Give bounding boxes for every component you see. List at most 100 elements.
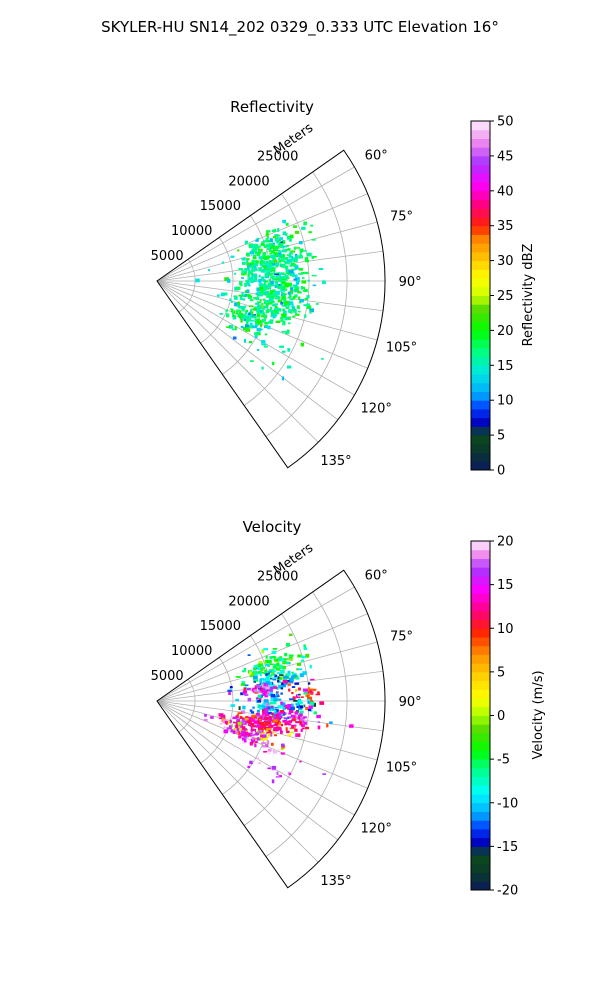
- data-point: [300, 728, 303, 732]
- data-point: [277, 299, 282, 303]
- data-point: [252, 256, 257, 260]
- data-point: [293, 278, 297, 281]
- colorbar-tick-label: 50: [497, 115, 514, 130]
- data-point: [271, 673, 276, 676]
- data-point: [277, 676, 282, 680]
- data-point: [303, 221, 307, 226]
- data-point: [277, 748, 282, 751]
- data-point: [266, 308, 269, 311]
- data-point: [287, 365, 292, 369]
- data-point: [260, 705, 265, 710]
- data-point: [257, 318, 260, 321]
- data-point: [237, 249, 240, 252]
- data-point: [275, 253, 280, 256]
- colorbar-segment: [471, 636, 490, 647]
- data-point: [270, 705, 274, 708]
- angular-gridline: [156, 700, 368, 789]
- data-point: [274, 254, 279, 258]
- colorbar-segment: [471, 584, 490, 594]
- data-point: [285, 727, 288, 731]
- colorbar-tick-label: 5: [497, 665, 505, 680]
- data-point: [233, 728, 239, 731]
- data-point: [282, 249, 287, 253]
- data-point: [235, 698, 239, 702]
- polar-frame: [156, 149, 386, 469]
- data-point: [306, 252, 312, 257]
- data-point: [233, 295, 238, 298]
- data-point: [250, 360, 254, 362]
- data-point: [282, 660, 287, 665]
- colorbar-segment: [471, 750, 490, 760]
- data-point: [261, 276, 265, 281]
- data-point: [285, 269, 290, 273]
- data-point: [305, 259, 309, 263]
- colorbar-segment: [471, 549, 490, 559]
- data-point: [296, 305, 300, 309]
- data-point: [264, 314, 267, 318]
- data-point: [279, 714, 283, 716]
- data-point: [271, 742, 274, 746]
- data-point: [273, 270, 276, 274]
- data-point: [299, 248, 303, 253]
- data-point: [295, 715, 298, 720]
- colorbar-segment: [471, 426, 490, 436]
- data-point: [280, 318, 284, 322]
- angular-gridline: [156, 700, 339, 841]
- data-point: [287, 236, 290, 240]
- data-point: [293, 699, 299, 702]
- data-point: [288, 712, 292, 715]
- data-point: [265, 273, 269, 277]
- data-point: [273, 275, 278, 278]
- data-point: [263, 245, 268, 248]
- data-point: [287, 291, 291, 295]
- data-point: [273, 734, 277, 737]
- data-point: [207, 269, 210, 272]
- data-point: [288, 270, 294, 274]
- data-point: [254, 672, 258, 676]
- data-point: [260, 677, 265, 681]
- data-point: [272, 278, 277, 281]
- data-point: [253, 720, 258, 724]
- data-point: [294, 274, 298, 277]
- data-point: [248, 720, 253, 723]
- data-point: [241, 298, 246, 301]
- data-point: [274, 674, 278, 678]
- data-point: [256, 691, 262, 694]
- data-point: [277, 244, 281, 246]
- data-point: [237, 313, 241, 316]
- data-point: [301, 226, 306, 230]
- data-point: [302, 289, 308, 292]
- data-point: [267, 708, 272, 711]
- data-point: [291, 257, 295, 260]
- data-point: [262, 253, 267, 257]
- data-point: [265, 672, 270, 677]
- data-point: [261, 665, 264, 669]
- angular-gridline: [156, 193, 368, 282]
- data-point: [262, 298, 266, 301]
- data-point: [238, 728, 242, 732]
- data-point: [293, 674, 297, 678]
- data-point: [349, 724, 354, 728]
- data-point: [290, 287, 294, 291]
- data-point: [255, 298, 258, 301]
- data-point: [235, 309, 240, 312]
- data-point: [264, 240, 269, 243]
- data-point: [258, 661, 263, 664]
- theta-tick-label: 105°: [386, 341, 417, 356]
- data-point: [275, 296, 280, 300]
- data-points: [195, 219, 326, 381]
- colorbar-segment: [471, 216, 490, 227]
- data-point: [249, 741, 253, 746]
- data-point: [287, 683, 291, 686]
- data-point: [267, 733, 271, 737]
- data-point: [275, 776, 280, 778]
- data-point: [269, 732, 273, 737]
- data-point: [253, 679, 259, 682]
- colorbar-segment: [471, 147, 490, 157]
- data-point: [277, 228, 280, 232]
- data-point: [258, 718, 262, 721]
- theta-tick-label: 135°: [320, 454, 351, 469]
- data-point: [267, 767, 272, 770]
- colorbar-segment: [471, 759, 490, 769]
- velocity-colorbar-label: Velocity (m/s): [531, 670, 546, 759]
